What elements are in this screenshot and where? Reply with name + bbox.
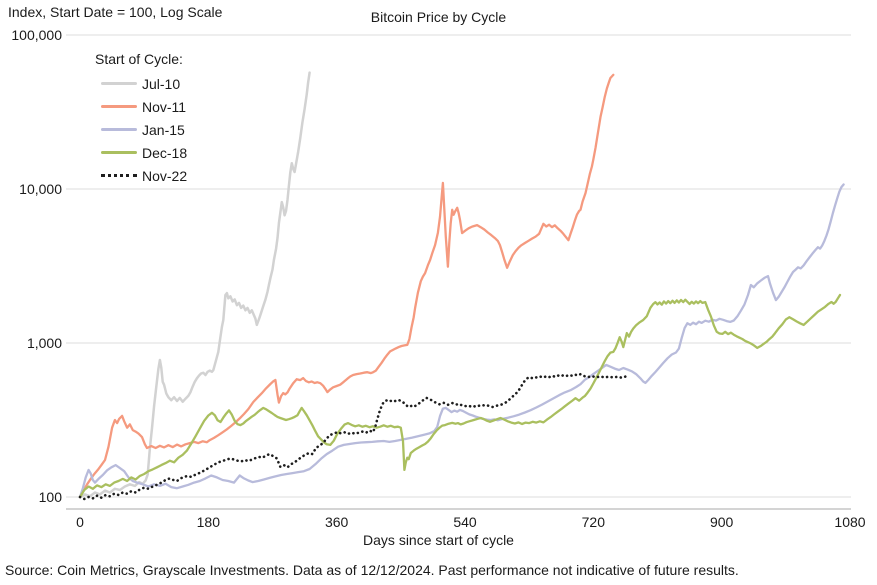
source-note: Source: Coin Metrics, Grayscale Investme…	[5, 562, 739, 578]
legend-label: Nov-22	[142, 167, 188, 184]
y-tick-label: 1,000	[27, 335, 62, 351]
x-tick-label: 1080	[834, 514, 865, 530]
y-tick-label: 10,000	[19, 181, 62, 197]
legend-item-jan-15: Jan-15	[95, 118, 187, 141]
legend-swatch-jan-15	[101, 128, 137, 131]
legend-swatch-nov-22	[101, 174, 137, 177]
y-tick-label: 100,000	[11, 27, 62, 43]
x-axis-title: Days since start of cycle	[363, 532, 514, 548]
legend-label: Jul-10	[142, 75, 181, 92]
legend-item-nov-22: Nov-22	[95, 164, 187, 187]
series-line-jan-15	[78, 183, 845, 499]
x-tick-label: 360	[325, 514, 349, 530]
legend-item-nov-11: Nov-11	[95, 95, 187, 118]
legend-item-jul-10: Jul-10	[95, 72, 187, 95]
chart-legend: Start of Cycle: Jul-10 Nov-11 Jan-15 Dec-18…	[95, 51, 187, 187]
x-tick-label: 0	[76, 514, 84, 530]
x-tick-label: 540	[453, 514, 477, 530]
x-tick-label: 180	[197, 514, 221, 530]
legend-label: Jan-15	[142, 121, 185, 138]
x-tick-label: 720	[582, 514, 606, 530]
legend-swatch-nov-11	[101, 105, 137, 108]
y-axis-context-label: Index, Start Date = 100, Log Scale	[8, 4, 223, 20]
series-line-jul-10	[78, 71, 311, 499]
legend-swatch-dec-18	[101, 151, 137, 154]
series-line-dec-18	[78, 293, 842, 499]
y-tick-label: 100	[39, 489, 63, 505]
series-line-nov-22	[78, 372, 627, 501]
legend-title: Start of Cycle:	[95, 51, 183, 67]
x-tick-label: 900	[710, 514, 734, 530]
legend-item-dec-18: Dec-18	[95, 141, 187, 164]
legend-label: Dec-18	[142, 144, 188, 161]
legend-swatch-jul-10	[101, 82, 137, 85]
legend-items: Jul-10 Nov-11 Jan-15 Dec-18 Nov-22	[95, 72, 187, 187]
series-line-nov-11	[78, 73, 615, 499]
legend-label: Nov-11	[142, 98, 187, 115]
chart-title: Bitcoin Price by Cycle	[370, 9, 507, 25]
